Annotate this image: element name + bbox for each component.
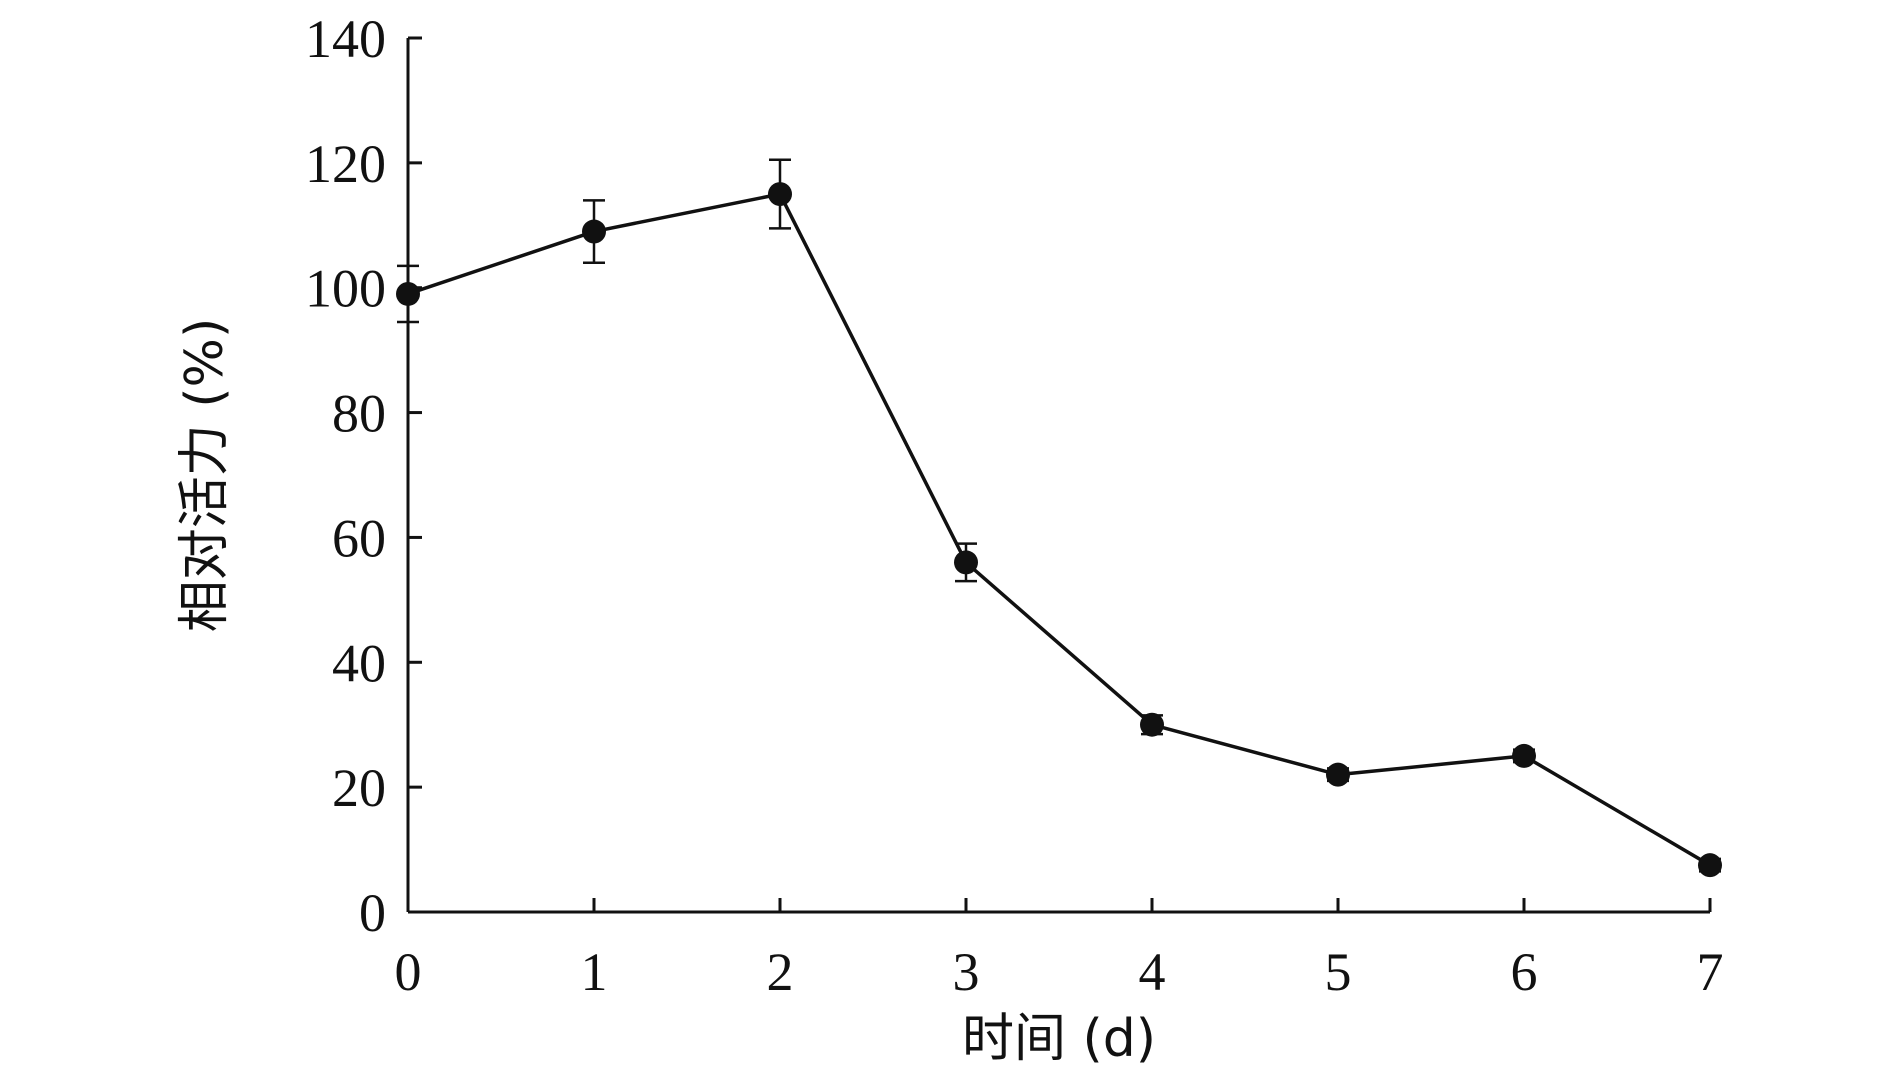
y-tick-label: 20 xyxy=(332,758,386,818)
data-point xyxy=(1512,743,1536,768)
y-tick-label: 140 xyxy=(305,9,386,69)
data-point xyxy=(954,550,978,575)
y-tick-label: 60 xyxy=(332,508,386,568)
x-tick-label: 6 xyxy=(1511,942,1538,1002)
y-tick-label: 120 xyxy=(305,134,386,194)
y-tick-label: 0 xyxy=(359,883,386,943)
y-tick-label: 40 xyxy=(332,633,386,693)
data-point xyxy=(1698,853,1722,878)
x-ticks: 0 1 2 3 4 5 6 7 xyxy=(395,898,1724,1002)
x-tick-label: 4 xyxy=(1139,942,1166,1002)
x-tick-label: 3 xyxy=(953,942,980,1002)
y-axis-title: 相对活力 (%) xyxy=(175,318,235,633)
data-point xyxy=(582,219,606,244)
x-axis-title: 时间 (d) xyxy=(962,1009,1156,1069)
series-line xyxy=(407,192,1711,867)
x-tick-label: 7 xyxy=(1697,942,1724,1002)
y-tick-label: 100 xyxy=(305,259,386,319)
data-point xyxy=(396,281,420,306)
x-tick-label: 1 xyxy=(581,942,608,1002)
data-points xyxy=(396,182,1722,878)
x-tick-label: 0 xyxy=(395,942,422,1002)
y-tick-label: 80 xyxy=(332,384,386,444)
y-ticks: 0 20 40 60 80 100 120 140 xyxy=(305,9,422,943)
x-tick-label: 5 xyxy=(1325,942,1352,1002)
data-point xyxy=(1140,712,1164,737)
data-point xyxy=(1326,762,1350,787)
axes xyxy=(406,38,1710,914)
data-point xyxy=(768,182,792,207)
x-tick-label: 2 xyxy=(767,942,794,1002)
